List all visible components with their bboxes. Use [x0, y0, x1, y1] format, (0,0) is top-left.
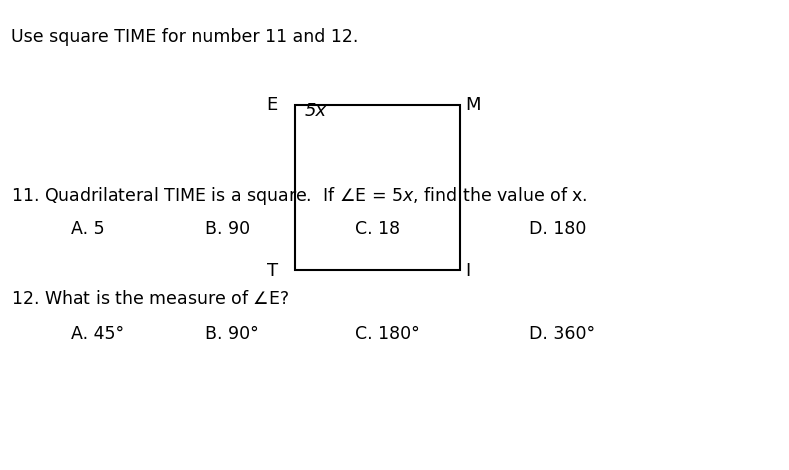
- Text: D. 180: D. 180: [529, 220, 586, 238]
- Text: C. 18: C. 18: [355, 220, 400, 238]
- Text: C. 180°: C. 180°: [355, 325, 420, 343]
- Text: I: I: [465, 262, 470, 280]
- Text: T: T: [267, 262, 278, 280]
- Text: Use square TIME for number 11 and 12.: Use square TIME for number 11 and 12.: [11, 28, 358, 46]
- Text: 11. Quadrilateral TIME is a square.  If $\angle$E = 5$x$, find the value of x.: 11. Quadrilateral TIME is a square. If $…: [11, 185, 588, 207]
- Text: B. 90°: B. 90°: [205, 325, 259, 343]
- Text: M: M: [465, 96, 481, 114]
- Text: D. 360°: D. 360°: [529, 325, 595, 343]
- Text: 5x: 5x: [305, 102, 327, 120]
- Bar: [295, 105, 460, 270]
- Text: 12. What is the measure of $\angle$E?: 12. What is the measure of $\angle$E?: [11, 290, 290, 308]
- Text: A. 5: A. 5: [71, 220, 105, 238]
- Text: B. 90: B. 90: [205, 220, 250, 238]
- Text: E: E: [267, 96, 278, 114]
- Text: A. 45°: A. 45°: [71, 325, 124, 343]
